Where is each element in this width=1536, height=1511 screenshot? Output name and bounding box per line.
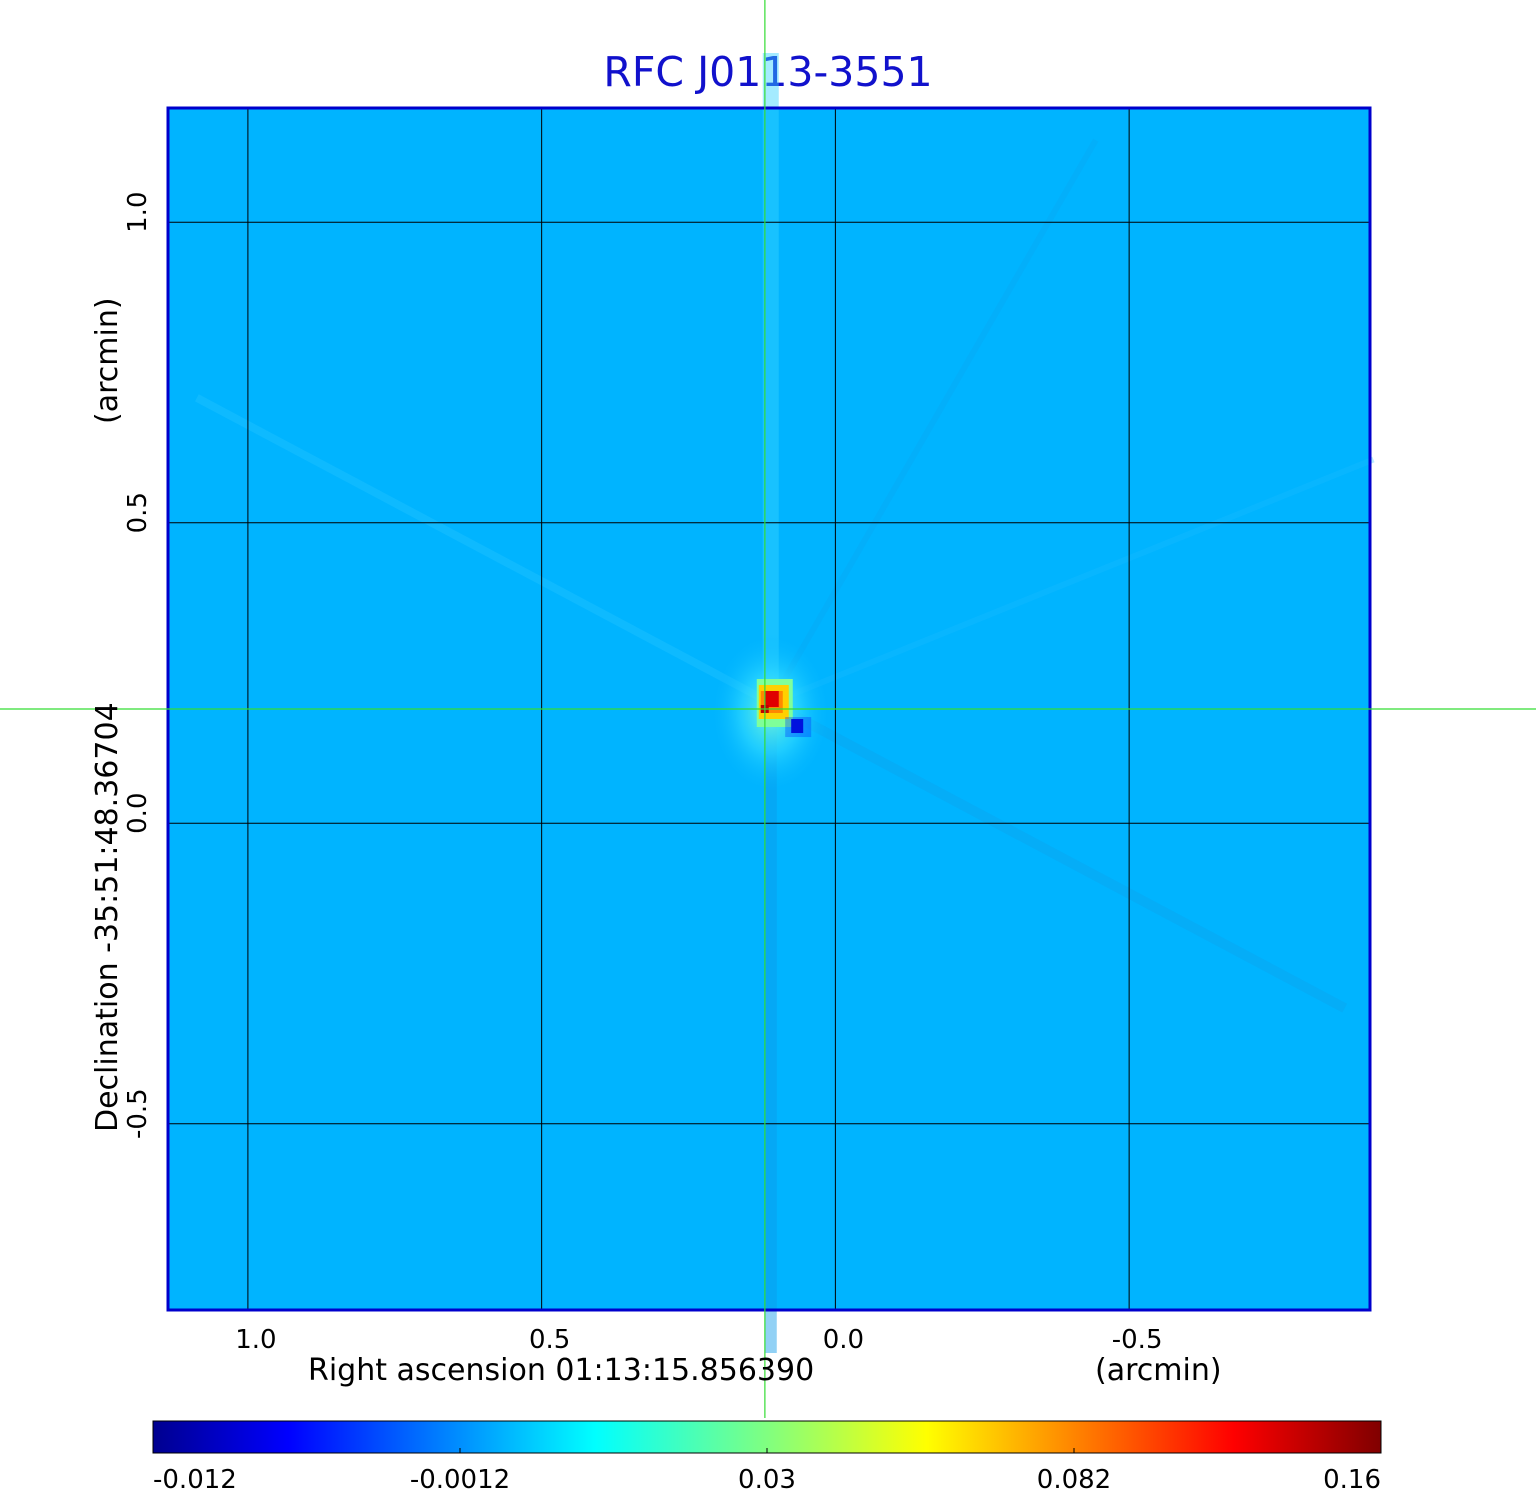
y-tick-label: 0.0 — [123, 793, 153, 834]
colorbar-tick-label: 0.082 — [1037, 1465, 1111, 1495]
colorbar-tick-label: -0.0012 — [410, 1465, 510, 1495]
colorbar-tick-label: 0.16 — [1323, 1465, 1381, 1495]
sidelobe-streak-0 — [768, 698, 1348, 1013]
x-axis-label: Right ascension 01:13:15.856390 — [308, 1353, 815, 1388]
y-tick-label: -0.5 — [123, 1088, 153, 1139]
x-tick-label: 1.0 — [235, 1325, 276, 1355]
y-tick-label: 1.0 — [123, 192, 153, 233]
sidelobe-streak-1 — [194, 394, 773, 707]
sidelobe-streak-4 — [768, 138, 1099, 705]
x-tick-label: 0.5 — [529, 1325, 570, 1355]
y-axis-label: Declination -35:51:48.36704 — [90, 702, 125, 1132]
x-axis-unit: (arcmin) — [1095, 1353, 1222, 1388]
y-axis-unit: (arcmin) — [90, 297, 125, 424]
negative-spot — [791, 719, 804, 734]
y-tick-label: 0.5 — [123, 492, 153, 533]
x-tick-label: 0.0 — [823, 1325, 864, 1355]
negative-spot-halo — [785, 717, 812, 738]
sidelobe-streak-5 — [769, 456, 1375, 706]
chart-title: RFC J0113-3551 — [603, 48, 933, 96]
x-tick-label: -0.5 — [1112, 1325, 1163, 1355]
colorbar-tick-label: -0.012 — [153, 1465, 237, 1495]
colorbar-tick-label: 0.03 — [738, 1465, 796, 1495]
source-peak — [764, 690, 779, 707]
